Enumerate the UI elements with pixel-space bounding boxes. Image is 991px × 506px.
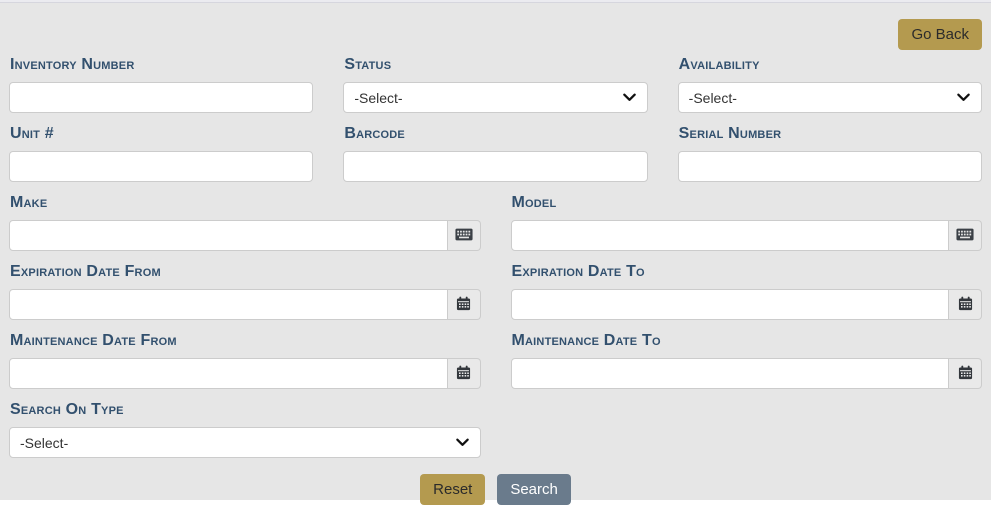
form-row-5: Maintenance Date From Maintenance Date T…: [9, 331, 982, 389]
calendar-icon: [958, 365, 973, 383]
maintenance-date-to-label: Maintenance Date To: [511, 332, 661, 349]
search-on-type-label: Search On Type: [10, 401, 124, 418]
search-on-type-select-value: -Select-: [20, 434, 69, 451]
field-expiration-date-to: Expiration Date To: [510, 262, 982, 320]
availability-select-value: -Select-: [688, 89, 737, 106]
field-inventory-number: Inventory Number: [9, 55, 314, 113]
expiration-date-from-input[interactable]: [9, 289, 448, 320]
expiration-date-from-label: Expiration Date From: [10, 263, 161, 280]
field-serial-number: Serial Number: [677, 124, 982, 182]
form-row-3: Make Model: [9, 193, 982, 251]
chevron-down-icon: [622, 90, 637, 105]
maintenance-date-to-calendar-button[interactable]: [949, 358, 982, 389]
model-input[interactable]: [510, 220, 949, 251]
maintenance-date-from-label: Maintenance Date From: [10, 332, 177, 349]
availability-select[interactable]: -Select-: [677, 82, 982, 113]
barcode-input[interactable]: [343, 151, 648, 182]
top-divider: [0, 0, 991, 3]
reset-button[interactable]: Reset: [420, 474, 486, 505]
inventory-number-label: Inventory Number: [10, 56, 135, 73]
form-row-4: Expiration Date From Expiration Date To: [9, 262, 982, 320]
unit-label: Unit #: [10, 125, 54, 142]
header-actions: Go Back: [9, 3, 982, 50]
model-label: Model: [511, 194, 557, 211]
keyboard-icon: [956, 228, 974, 244]
availability-label: Availability: [678, 56, 760, 73]
serial-number-label: Serial Number: [678, 125, 782, 142]
form-row-1: Inventory Number Status -Select- Availab…: [9, 55, 982, 113]
keyboard-icon: [454, 228, 473, 244]
model-keyboard-button[interactable]: [949, 220, 982, 251]
unit-input[interactable]: [9, 151, 314, 182]
search-form-panel: Go Back Inventory Number Status -Select-…: [0, 3, 991, 505]
maintenance-date-from-input[interactable]: [9, 358, 448, 389]
search-on-type-select[interactable]: -Select-: [9, 427, 481, 458]
calendar-icon: [456, 365, 471, 383]
inventory-number-input[interactable]: [9, 82, 314, 113]
chevron-down-icon: [455, 435, 470, 450]
go-back-button[interactable]: Go Back: [898, 19, 982, 50]
field-search-on-type: Search On Type -Select-: [9, 400, 481, 458]
field-maintenance-date-to: Maintenance Date To: [510, 331, 982, 389]
form-row-6: Search On Type -Select-: [9, 400, 982, 458]
form-row-2: Unit # Barcode Serial Number: [9, 124, 982, 182]
make-label: Make: [10, 194, 48, 211]
form-actions: Reset Search: [9, 474, 982, 505]
status-select-value: -Select-: [354, 89, 403, 106]
expiration-date-from-calendar-button[interactable]: [447, 289, 481, 320]
chevron-down-icon: [956, 90, 971, 105]
field-model: Model: [510, 193, 982, 251]
barcode-label: Barcode: [344, 125, 405, 142]
make-keyboard-button[interactable]: [447, 220, 481, 251]
maintenance-date-to-input[interactable]: [510, 358, 949, 389]
calendar-icon: [456, 296, 471, 314]
expiration-date-to-input[interactable]: [510, 289, 949, 320]
field-unit: Unit #: [9, 124, 314, 182]
field-expiration-date-from: Expiration Date From: [9, 262, 481, 320]
field-barcode: Barcode: [343, 124, 648, 182]
maintenance-date-from-calendar-button[interactable]: [447, 358, 481, 389]
expiration-date-to-calendar-button[interactable]: [949, 289, 982, 320]
status-label: Status: [344, 56, 392, 73]
field-availability: Availability -Select-: [677, 55, 982, 113]
search-button[interactable]: Search: [497, 474, 571, 505]
field-make: Make: [9, 193, 481, 251]
calendar-icon: [958, 296, 973, 314]
field-status: Status -Select-: [343, 55, 648, 113]
status-select[interactable]: -Select-: [343, 82, 648, 113]
field-maintenance-date-from: Maintenance Date From: [9, 331, 481, 389]
expiration-date-to-label: Expiration Date To: [511, 263, 645, 280]
make-input[interactable]: [9, 220, 448, 251]
serial-number-input[interactable]: [677, 151, 982, 182]
